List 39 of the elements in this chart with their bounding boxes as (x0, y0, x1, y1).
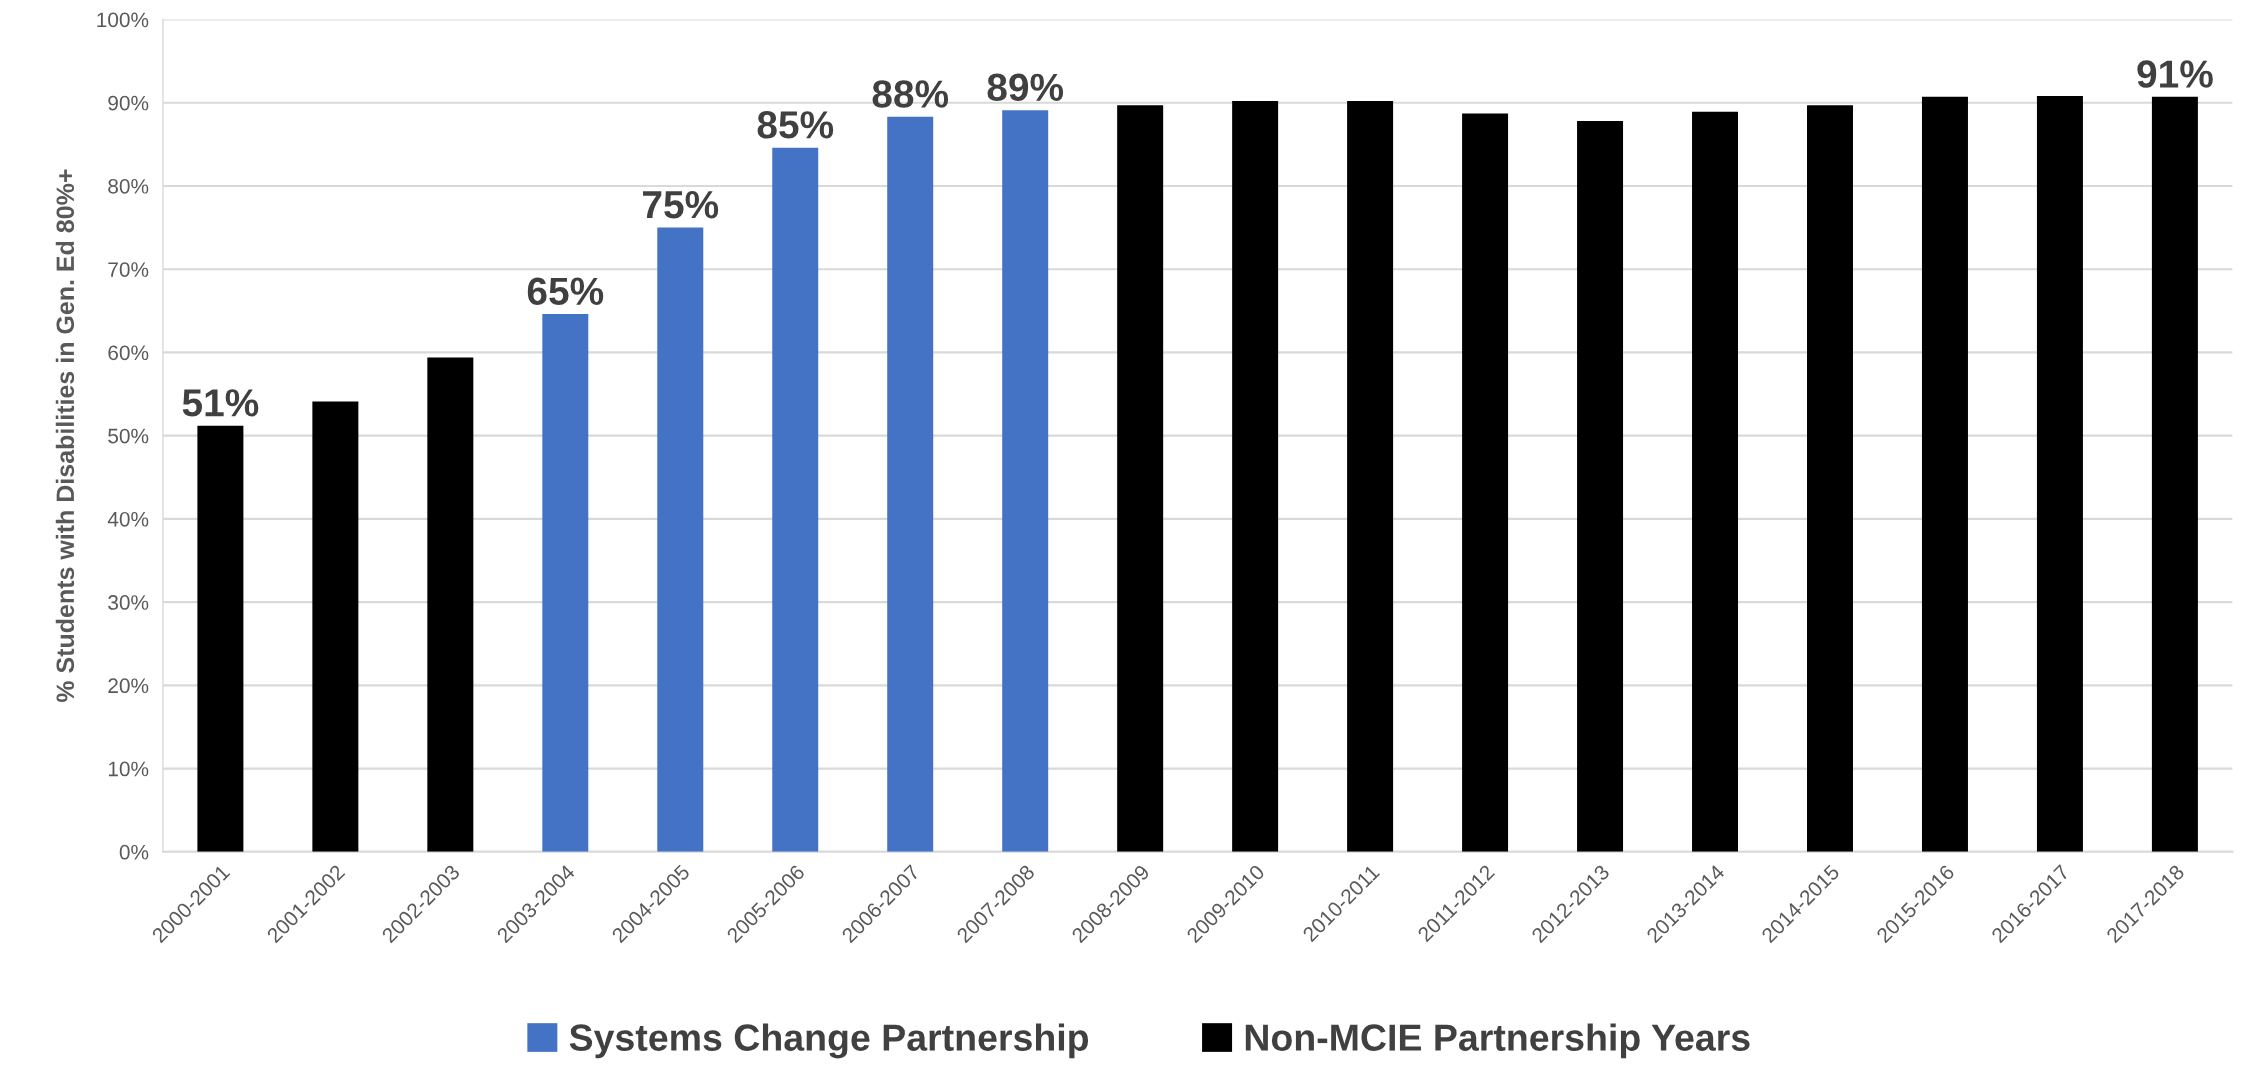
bar (1921, 96, 1968, 852)
y-axis-title: % Students with Disabilities in Gen. Ed 80%+ (55, 169, 75, 703)
y-tick-label: 60% (108, 345, 149, 361)
bar (1347, 101, 1394, 852)
data-label: 51% (182, 389, 259, 417)
y-tick-label: 0% (119, 844, 149, 860)
y-tick-label: 50% (108, 428, 149, 444)
y-tick-label: 40% (107, 511, 149, 527)
data-label: 88% (872, 80, 949, 108)
y-tick-label: 30% (108, 595, 149, 610)
bar (1462, 113, 1509, 852)
bar (542, 314, 589, 852)
bar (772, 147, 819, 852)
bar (887, 116, 934, 852)
data-label: 75% (643, 191, 719, 219)
y-tick-label: 90% (108, 95, 149, 111)
y-tick-label: 10% (108, 761, 149, 777)
bar (197, 425, 244, 852)
bar (1117, 105, 1164, 852)
bar (657, 227, 704, 852)
y-tick-label: 20% (108, 678, 149, 694)
data-label: 85% (757, 111, 834, 139)
bar (1692, 111, 1739, 852)
y-tick-label: 100% (97, 12, 149, 28)
data-label: 89% (987, 73, 1064, 102)
bar (1232, 101, 1279, 852)
y-tick-label: 80% (108, 178, 149, 194)
legend-label: Non-MCIE Partnership Years (1245, 1023, 1750, 1059)
bar (1577, 121, 1624, 852)
data-label: 91% (2137, 60, 2213, 88)
bar (427, 357, 474, 852)
bar (312, 401, 359, 852)
bar (2151, 96, 2198, 852)
bar (1002, 110, 1049, 852)
data-label: 65% (527, 277, 604, 306)
legend-label: Systems Change Partnership (569, 1023, 1089, 1059)
y-tick-label: 70% (108, 262, 149, 277)
bar (1807, 105, 1853, 852)
bar (2036, 96, 2083, 852)
